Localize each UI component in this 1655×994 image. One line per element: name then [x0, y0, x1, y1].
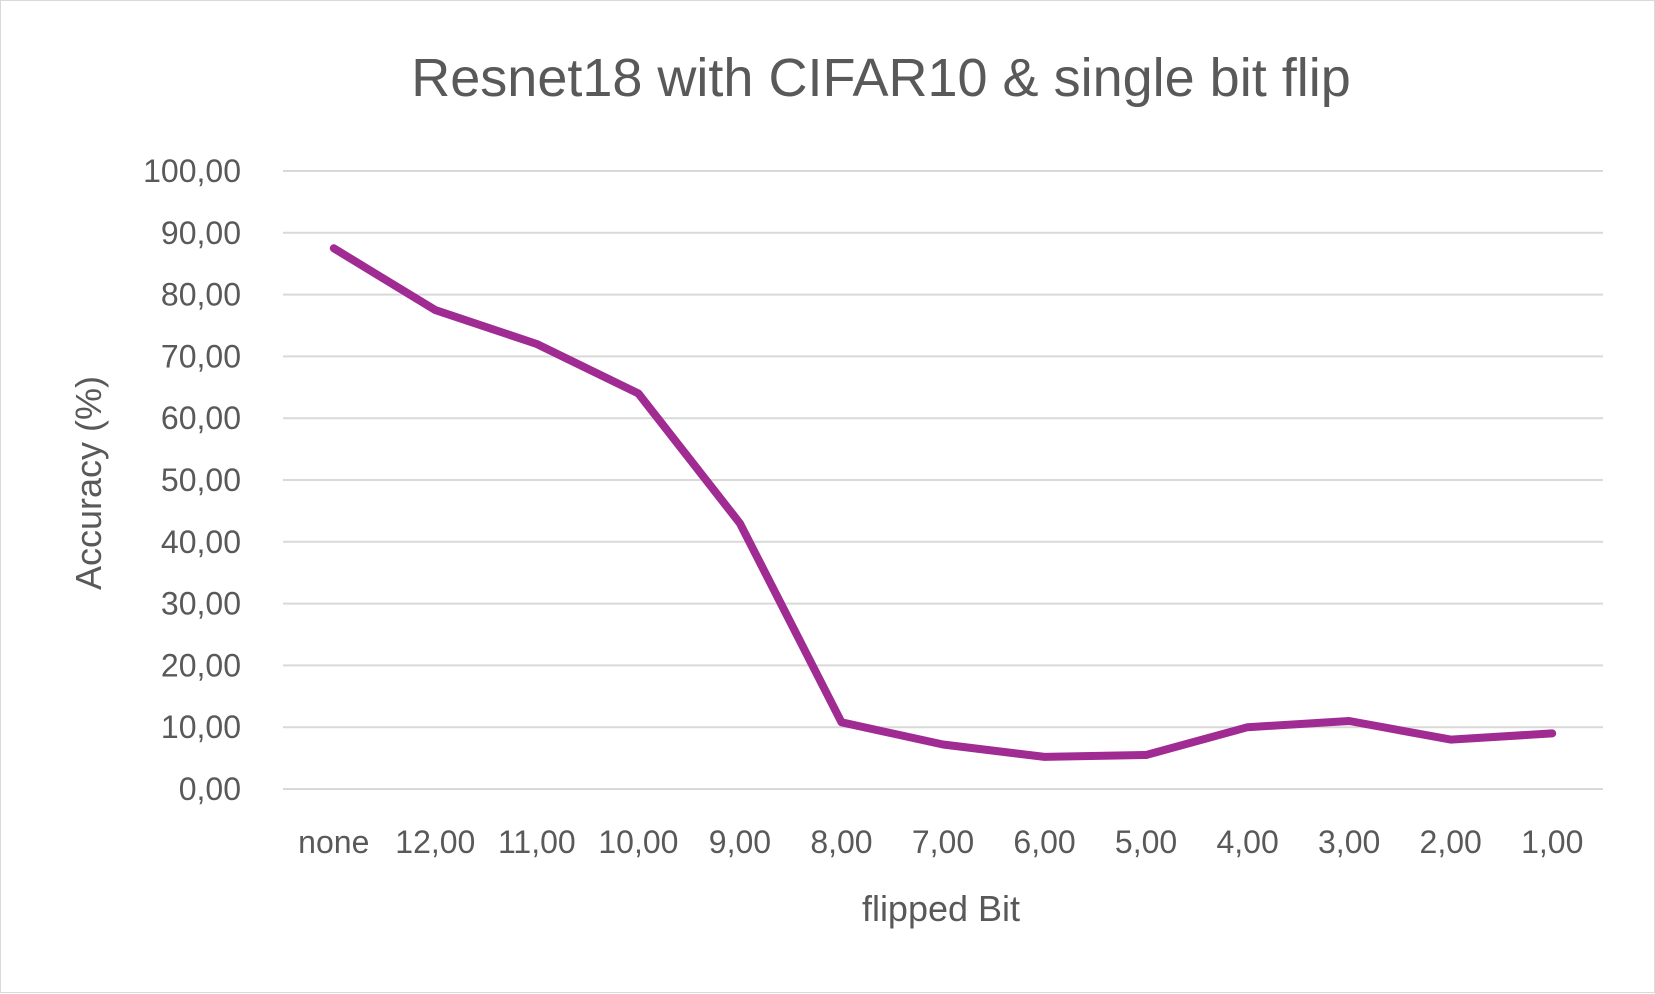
gridlines	[283, 170, 1603, 790]
x-tick-label: 4,00	[1216, 824, 1278, 860]
y-tick-label: 20,00	[161, 647, 241, 683]
x-tick-label: 6,00	[1013, 824, 1075, 860]
data-point	[940, 741, 946, 748]
x-tick-label: 1,00	[1521, 824, 1583, 860]
x-tick-label: 12,00	[395, 824, 475, 860]
y-tick-label: 40,00	[161, 524, 241, 560]
data-point	[1549, 730, 1556, 737]
series-line	[329, 244, 1557, 761]
series-layer	[329, 244, 1557, 761]
data-point	[330, 245, 337, 252]
x-tick-label: 2,00	[1420, 824, 1482, 860]
data-point	[736, 520, 743, 527]
x-tick-label: 7,00	[912, 824, 974, 860]
x-tick-label: 8,00	[810, 824, 872, 860]
data-point	[432, 307, 439, 314]
data-point	[1143, 752, 1150, 759]
y-tick-label: 0,00	[179, 771, 241, 807]
y-tick-label: 60,00	[161, 400, 241, 436]
x-tick-label: 5,00	[1115, 824, 1177, 860]
x-axis-label: flipped Bit	[862, 888, 1020, 929]
data-point	[838, 719, 845, 726]
data-point	[533, 341, 540, 348]
y-tick-label: 80,00	[161, 277, 241, 313]
x-tick-label: 9,00	[709, 824, 771, 860]
data-point	[1447, 736, 1454, 743]
chart-title: Resnet18 with CIFAR10 & single bit flip	[411, 48, 1350, 108]
data-point	[1041, 753, 1048, 760]
x-tick-label: 11,00	[498, 824, 576, 860]
data-point	[635, 390, 642, 397]
y-tick-label: 70,00	[161, 338, 241, 374]
x-tick-label: 3,00	[1318, 824, 1380, 860]
data-point	[1244, 724, 1251, 731]
y-tick-label: 10,00	[161, 709, 241, 745]
y-axis-label: Accuracy (%)	[68, 376, 109, 590]
y-tick-label: 100,00	[143, 153, 241, 189]
y-tick-label: 90,00	[161, 215, 241, 251]
x-tick-label: none	[298, 824, 369, 860]
x-tick-label: 10,00	[598, 824, 678, 860]
y-tick-label: 50,00	[161, 462, 241, 498]
x-axis-ticks: none 12,00 11,00 10,00 9,00 8,00 7,00 6,00 5,00 4…	[298, 824, 1583, 860]
y-tick-label: 30,00	[161, 586, 241, 622]
y-axis-ticks: 0,00 10,00 20,00 30,00 40,00 50,00 60,00 70,00 8…	[143, 153, 241, 807]
data-point	[1346, 718, 1353, 725]
